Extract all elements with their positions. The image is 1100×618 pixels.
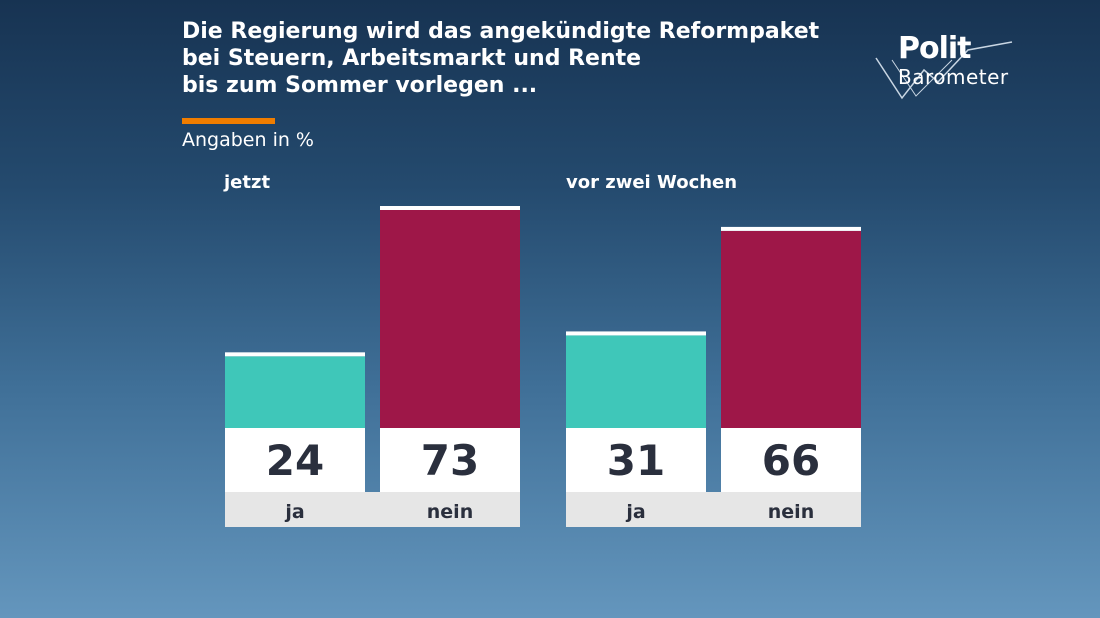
title-line-1: Die Regierung wird das angekündigte Refo… [182, 19, 820, 44]
logo-text-barometer: Barometer [898, 65, 1009, 89]
accent-line [182, 118, 275, 124]
bar-top-edge [566, 331, 706, 336]
value-box [225, 428, 365, 492]
title-line-3: bis zum Sommer vorlegen ... [182, 73, 538, 98]
value-box [721, 428, 861, 492]
category-label: ja [284, 501, 304, 523]
category-strip [225, 492, 520, 527]
value-label: 31 [607, 436, 665, 485]
title-line-2: bei Steuern, Arbeitsmarkt und Rente [182, 46, 642, 71]
bar-nein [380, 210, 520, 428]
checkmark-icon [875, 41, 1013, 100]
politbarometer-logo: Polit Barometer [872, 30, 1022, 110]
bar-nein [721, 230, 861, 428]
bar-ja [225, 356, 365, 428]
bar-top-edge [225, 352, 365, 357]
value-box [380, 428, 520, 492]
category-label: nein [427, 501, 473, 523]
category-strip [566, 492, 861, 527]
category-label: ja [625, 501, 645, 523]
bar-top-edge [380, 206, 520, 210]
value-label: 66 [762, 436, 820, 485]
value-box [566, 428, 706, 492]
chart-title: Die Regierung wird das angekündigte Refo… [182, 18, 882, 99]
chart-subtitle: Angaben in % [182, 129, 314, 151]
logo-text-polit: Polit [898, 31, 972, 66]
group-label-jetzt: jetzt [224, 172, 271, 193]
group-label-vor-zwei-wochen: vor zwei Wochen [566, 172, 738, 193]
bar-ja [566, 335, 706, 428]
value-label: 24 [266, 436, 324, 485]
value-label: 73 [421, 436, 479, 485]
category-label: nein [768, 501, 814, 523]
bar-top-edge [721, 226, 861, 231]
